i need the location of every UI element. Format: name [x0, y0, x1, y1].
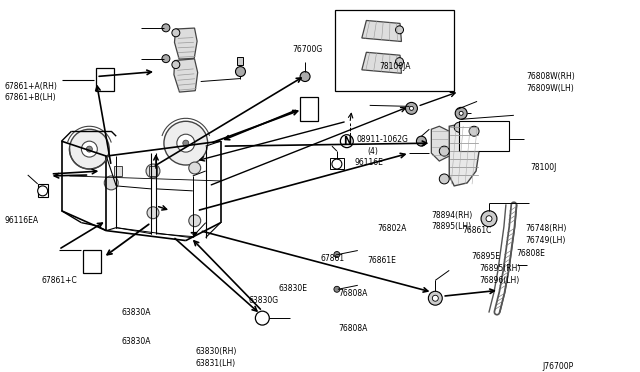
Bar	[330, 158, 344, 169]
Polygon shape	[362, 52, 401, 73]
Text: 67861+C: 67861+C	[42, 276, 77, 285]
Circle shape	[454, 122, 464, 132]
Circle shape	[433, 295, 438, 301]
Text: 78895(LH): 78895(LH)	[431, 222, 472, 231]
Text: (4): (4)	[368, 147, 379, 155]
Text: 63830G: 63830G	[248, 296, 278, 305]
Text: 76895(RH): 76895(RH)	[479, 264, 520, 273]
Text: 76808W(RH): 76808W(RH)	[527, 72, 575, 81]
Circle shape	[481, 211, 497, 227]
Bar	[300, 97, 318, 121]
Circle shape	[236, 67, 246, 77]
Circle shape	[396, 26, 403, 34]
Circle shape	[86, 146, 92, 152]
Bar	[114, 166, 122, 176]
Text: 63830A: 63830A	[121, 308, 150, 317]
Text: 67861: 67861	[320, 254, 344, 263]
Text: 76895E: 76895E	[471, 252, 500, 261]
Text: 78894(RH): 78894(RH)	[431, 211, 472, 220]
Circle shape	[417, 136, 426, 146]
Circle shape	[396, 58, 403, 65]
Circle shape	[147, 207, 159, 219]
Bar	[459, 121, 509, 151]
Text: 76896(LH): 76896(LH)	[479, 276, 519, 285]
Bar	[97, 68, 114, 92]
Circle shape	[162, 55, 170, 62]
Circle shape	[164, 121, 207, 165]
Circle shape	[104, 176, 118, 190]
Circle shape	[406, 102, 417, 114]
Text: J76700P: J76700P	[543, 362, 574, 371]
Circle shape	[189, 162, 201, 174]
Text: N: N	[343, 136, 351, 146]
Text: 78100JA: 78100JA	[380, 62, 411, 71]
Bar	[237, 57, 243, 65]
Text: 76808A: 76808A	[338, 324, 367, 333]
Text: 76700G: 76700G	[292, 45, 323, 54]
Circle shape	[172, 29, 180, 37]
Text: 63831(LH): 63831(LH)	[196, 359, 236, 368]
Text: 76861E: 76861E	[368, 256, 397, 265]
Circle shape	[486, 216, 492, 222]
Circle shape	[439, 174, 449, 184]
Bar	[149, 166, 157, 176]
Circle shape	[410, 106, 413, 110]
Circle shape	[146, 164, 160, 178]
Text: 96116EA: 96116EA	[5, 216, 39, 225]
Text: 96116E: 96116E	[355, 157, 383, 167]
Circle shape	[183, 140, 189, 146]
Circle shape	[334, 251, 340, 257]
Bar	[83, 250, 101, 273]
Polygon shape	[362, 20, 401, 42]
Bar	[38, 184, 47, 197]
Circle shape	[459, 111, 463, 115]
Text: 67861+B(LH): 67861+B(LH)	[5, 93, 56, 102]
Text: 76809W(LH): 76809W(LH)	[527, 84, 575, 93]
Text: 63830E: 63830E	[278, 284, 307, 293]
Text: 08911-1062G: 08911-1062G	[356, 135, 409, 144]
Text: 63830A: 63830A	[121, 337, 150, 346]
Text: 78100J: 78100J	[531, 163, 557, 171]
Circle shape	[162, 24, 170, 32]
Circle shape	[189, 215, 201, 227]
Text: 76748(RH): 76748(RH)	[526, 224, 567, 233]
Circle shape	[455, 108, 467, 119]
Circle shape	[70, 129, 109, 169]
Circle shape	[38, 186, 47, 196]
Circle shape	[469, 126, 479, 136]
Circle shape	[300, 71, 310, 81]
Circle shape	[255, 311, 269, 325]
Bar	[335, 10, 454, 92]
Polygon shape	[449, 123, 479, 186]
Circle shape	[439, 146, 449, 156]
Text: 63830(RH): 63830(RH)	[196, 347, 237, 356]
Text: 76861C: 76861C	[462, 226, 492, 235]
Circle shape	[332, 159, 342, 169]
Polygon shape	[175, 28, 197, 59]
Circle shape	[177, 134, 195, 152]
Polygon shape	[174, 59, 198, 92]
Text: 76749(LH): 76749(LH)	[526, 236, 566, 245]
Circle shape	[334, 286, 340, 292]
Circle shape	[172, 61, 180, 68]
Polygon shape	[431, 126, 449, 161]
Circle shape	[81, 141, 97, 157]
Circle shape	[428, 291, 442, 305]
Text: 76808A: 76808A	[338, 289, 367, 298]
Text: 76808E: 76808E	[516, 249, 545, 258]
Text: 76802A: 76802A	[378, 224, 407, 233]
Text: 67861+A(RH): 67861+A(RH)	[5, 82, 58, 91]
